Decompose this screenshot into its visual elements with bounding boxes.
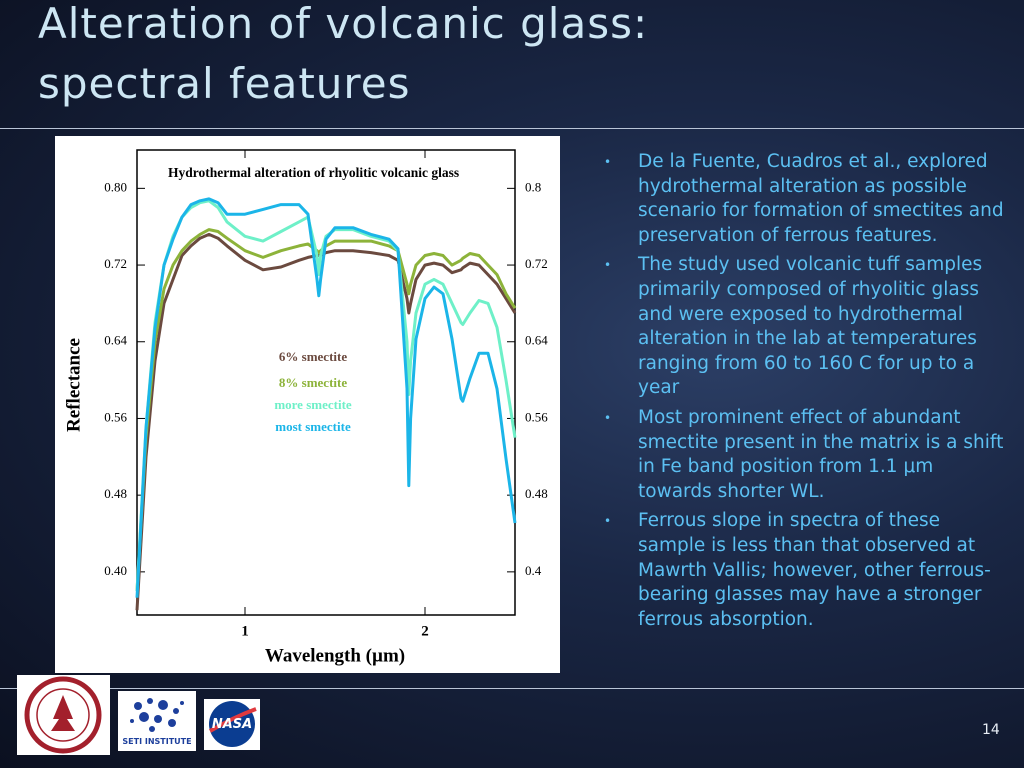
seal-tree [51, 695, 75, 731]
slide-number: 14 [982, 722, 1000, 738]
y2-tick-label: 0.72 [525, 256, 548, 271]
y-tick-label: 0.80 [104, 179, 127, 194]
stanford-logo [17, 675, 110, 755]
nasa-logo: NASA [204, 699, 260, 750]
y-tick-label: 0.64 [104, 333, 127, 348]
chart-image: 0.80 0.72 0.64 0.56 0.48 0.40 0.8 0.72 0.64 0.56 0… [55, 136, 560, 673]
plot-frame [136, 149, 516, 616]
nasa-text: NASA [212, 717, 252, 732]
seti-dots [130, 698, 184, 732]
seti-mark: SETI INSTITUTE [122, 698, 192, 746]
series-line [135, 197, 517, 598]
y-tick-label: 0.56 [104, 409, 127, 424]
bullet-list: De la Fuente, Cuadros et al., explored h… [600, 150, 1012, 637]
nasa-mark: NASA [208, 701, 257, 747]
y2-tick-label: 0.8 [525, 179, 541, 194]
bullet: De la Fuente, Cuadros et al., explored h… [600, 150, 1012, 248]
bullet: The study used volcanic tuff samples pri… [600, 253, 1012, 401]
seti-logo: SETI INSTITUTE [118, 691, 196, 751]
bullet: Ferrous slope in spectra of these sample… [600, 509, 1012, 632]
slide-title: Alteration of volcanic glass: spectral f… [38, 0, 649, 108]
legend-entry: 8% smectite [279, 375, 347, 390]
y-tick-label: 0.72 [104, 256, 127, 271]
nasa-vector [208, 707, 257, 733]
legend-entry: most smectite [275, 419, 351, 434]
seti-text: SETI INSTITUTE [122, 737, 191, 746]
y-tick-label: 0.48 [104, 486, 127, 501]
y2-tick-label: 0.64 [525, 333, 548, 348]
series-line [135, 232, 517, 611]
y2-tick-label: 0.56 [525, 409, 548, 424]
y-tick-label: 0.40 [104, 563, 127, 578]
divider [0, 688, 1024, 689]
bullet: Most prominent effect of abundant smecti… [600, 406, 1012, 504]
chart-title: Hydrothermal alteration of rhyolitic vol… [168, 165, 459, 180]
series-line [135, 199, 517, 592]
y2-tick-label: 0.4 [525, 563, 542, 578]
y-axis-label: Reflectance [63, 338, 84, 432]
x-axis-label: Wavelength (µm) [265, 645, 405, 666]
x-tick-label: 1 [241, 623, 249, 639]
legend-entry: more smectite [274, 397, 352, 412]
x-tick-label: 2 [421, 623, 429, 639]
stanford-seal [24, 676, 102, 754]
seal-ring [36, 688, 90, 742]
legend-entry: 6% smectite [279, 349, 347, 364]
chart: 0.80 0.72 0.64 0.56 0.48 0.40 0.8 0.72 0.64 0.56 0… [63, 149, 548, 666]
divider [0, 128, 1024, 129]
series-line [135, 228, 517, 592]
y2-tick-label: 0.48 [525, 486, 548, 501]
